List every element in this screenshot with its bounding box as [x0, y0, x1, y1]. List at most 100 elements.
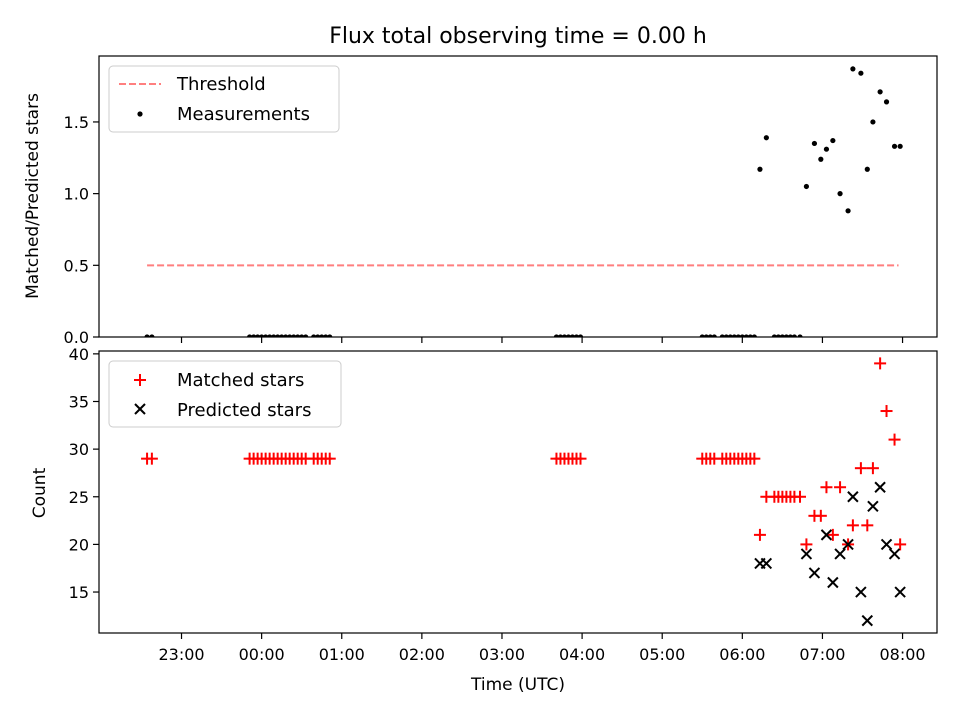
legend-matched-swatch [134, 374, 146, 386]
matched-star-point [846, 519, 859, 532]
top-plot-area: 0.0 0.5 1.0 1.5 [64, 66, 904, 347]
bottom-legend-box [108, 360, 342, 428]
matched-star-point [814, 509, 827, 522]
matched-star-point [323, 452, 336, 465]
measurement-point [295, 334, 301, 337]
measurement-point [303, 334, 309, 337]
measurement-point [707, 334, 713, 337]
predicted-star-point [855, 586, 867, 598]
measurement-point [830, 137, 836, 144]
measurement-point [573, 334, 580, 337]
predicted-star-point [842, 538, 854, 551]
matched-star-point [820, 481, 833, 494]
matched-star-point [880, 405, 893, 418]
predicted-star-point [847, 491, 859, 503]
bottom-y-tick-label: 30 [69, 440, 89, 459]
measurement-point [275, 334, 281, 337]
measurement-point [818, 156, 824, 162]
measurement-point [870, 119, 876, 125]
matched-star-point [794, 490, 807, 503]
measurement-point [557, 334, 564, 337]
predicted-star-point [888, 548, 901, 560]
bottom-plot: Count Time (UTC) 15 20 25 30 35 40 23:00 00:00 0… [30, 345, 938, 695]
measurement-point [144, 334, 150, 337]
figure-title: Flux total observing time = 0.00 h [329, 24, 707, 49]
measurement-point [723, 334, 729, 337]
x-tick-label: 03:00 [479, 645, 525, 664]
top-marks [144, 66, 903, 337]
legend-predicted-swatch [134, 403, 146, 415]
measurement-point [263, 334, 269, 337]
measurement-point [864, 166, 870, 172]
measurement-point [783, 334, 789, 337]
measurement-point [858, 70, 864, 76]
measurement-point [323, 334, 329, 337]
measurement-point [703, 334, 709, 337]
measurement-point [259, 334, 265, 337]
legend-measurements-label: Measurements [177, 104, 310, 125]
measurement-point [771, 334, 777, 337]
measurement-point [283, 334, 289, 337]
x-axis-label: Time (UTC) [470, 675, 565, 695]
legend-predicted-label: Predicted stars [177, 400, 311, 421]
bottom-marks [141, 357, 907, 627]
measurement-point [883, 99, 890, 105]
measurement-point [319, 334, 325, 337]
bottom-y-tick-label: 15 [69, 583, 89, 602]
bottom-legend: Matched stars Predicted stars [108, 360, 342, 428]
measurement-point [247, 334, 253, 337]
top-y-axis-label: Matched/Predicted stars [23, 93, 43, 299]
matched-star-point [866, 462, 879, 475]
top-y-tick-label: 0.5 [64, 256, 89, 275]
measurement-point [797, 334, 803, 337]
predicted-star-point [760, 557, 773, 570]
x-tick-label: 08:00 [879, 645, 925, 664]
measurement-point [779, 334, 785, 337]
measurement-point [727, 334, 733, 337]
measurement-point [891, 143, 898, 149]
measurement-point [775, 334, 781, 337]
measurement-point [731, 334, 737, 337]
predicted-star-point [808, 567, 821, 579]
bottom-axes-frame [98, 350, 938, 634]
matched-star-point [888, 433, 901, 446]
measurement-point [897, 143, 903, 149]
measurement-point [811, 140, 818, 147]
measurement-point [255, 334, 261, 337]
measurement-point [763, 135, 769, 141]
matched-star-point [826, 528, 839, 541]
measurement-point [845, 208, 851, 214]
measurement-point [719, 334, 725, 337]
top-y-tick-label: 0.0 [64, 328, 89, 347]
measurement-point [699, 334, 705, 337]
predicted-star-point [867, 500, 879, 512]
measurement-point [327, 334, 333, 337]
measurement-point [271, 334, 277, 337]
matched-star-point [894, 538, 907, 551]
bottom-plot-area: 15 20 25 30 35 40 23:00 00:00 01:00 02:00 03:00 04:… [69, 345, 926, 664]
measurement-point [743, 334, 749, 337]
matched-star-point [145, 452, 158, 465]
predicted-star-point [800, 548, 813, 560]
matched-star-point [574, 452, 587, 465]
measurement-point [803, 183, 810, 190]
matched-star-point [874, 357, 887, 370]
legend-matched-label: Matched stars [177, 370, 304, 391]
x-tick-label: 07:00 [799, 645, 845, 664]
bottom-y-tick-label: 40 [69, 345, 89, 364]
measurement-point [279, 334, 285, 337]
measurement-point [291, 334, 297, 337]
measurement-point [149, 334, 155, 337]
measurement-point [251, 334, 257, 337]
legend-threshold-label: Threshold [176, 74, 266, 95]
measurement-point [267, 334, 273, 337]
top-y-tick-label: 1.0 [64, 185, 89, 204]
measurement-point [850, 66, 856, 72]
predicted-star-point [820, 529, 833, 541]
top-plot: Matched/Predicted stars 0.0 0.5 1.0 1.5 Thr… [23, 55, 938, 347]
measurement-point [577, 334, 584, 337]
measurement-point [787, 334, 793, 337]
predicted-star-point [834, 548, 846, 560]
matched-star-point [748, 452, 761, 465]
